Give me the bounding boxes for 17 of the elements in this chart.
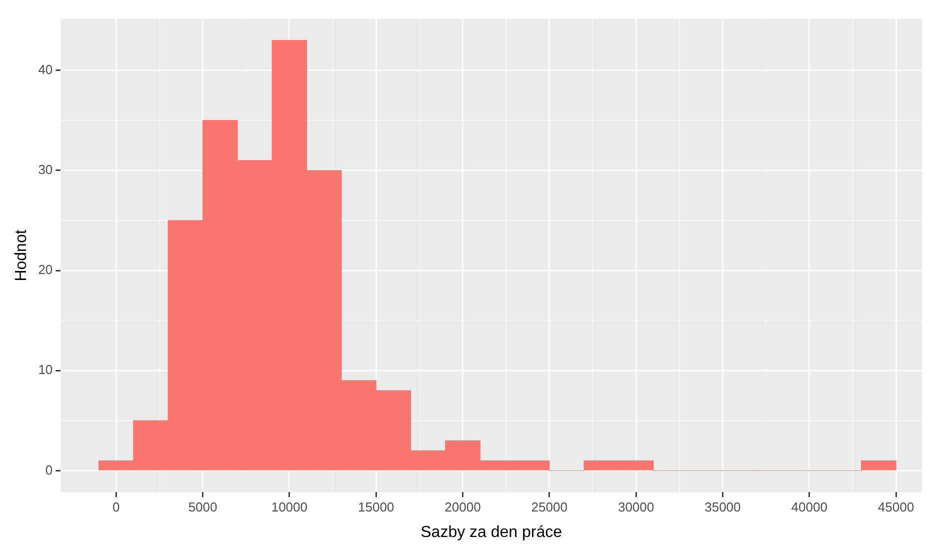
x-tick-label: 30000	[618, 500, 654, 515]
y-tick-label: 10	[38, 362, 53, 378]
x-tick-label: 35000	[704, 500, 741, 515]
x-tick-label: 40000	[791, 500, 828, 515]
x-tick-label: 45000	[878, 500, 914, 515]
x-axis-title: Sazby za den práce	[420, 524, 562, 541]
y-tick-label: 0	[45, 462, 53, 478]
y-tick-label: 40	[38, 62, 53, 77]
y-axis-title: Hodnot	[13, 229, 30, 282]
x-tick-label: 25000	[531, 500, 568, 515]
x-tick-label: 10000	[271, 500, 308, 515]
x-tick-label: 0	[112, 500, 120, 515]
y-tick-label: 30	[38, 162, 53, 178]
x-tick-label: 5000	[188, 500, 218, 515]
y-tick-label: 20	[38, 262, 53, 278]
x-tick-label: 15000	[358, 500, 394, 515]
x-tick-label: 20000	[444, 500, 481, 515]
